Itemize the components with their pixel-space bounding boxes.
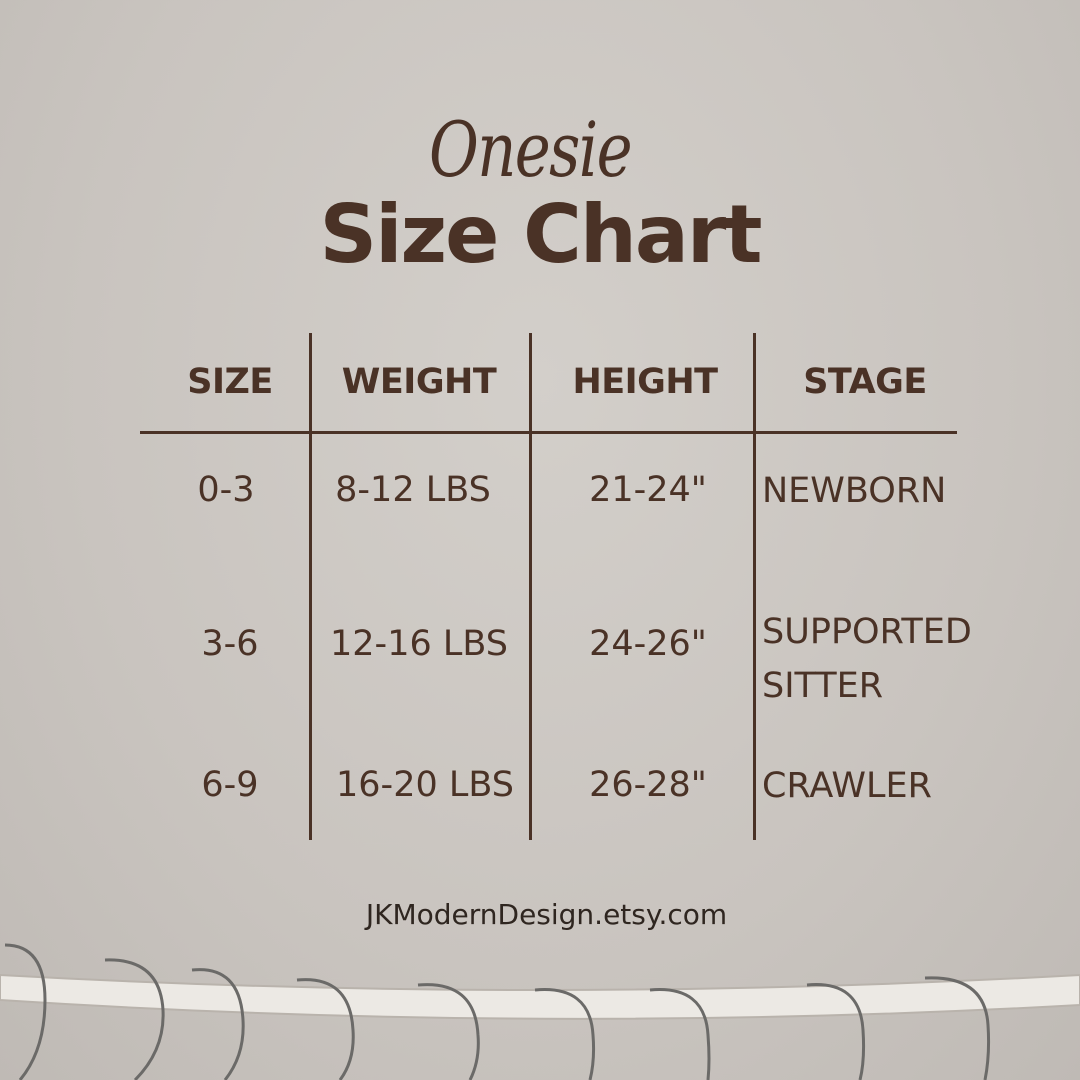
hanger-hooks [4,943,991,1080]
cell-stage: CRAWLER [762,766,932,806]
column-divider [309,333,312,840]
header-stage: STAGE [803,362,927,402]
cell-weight: 16-20 LBS [336,765,514,805]
cell-height: 21-24" [589,470,707,510]
cell-height: 26-28" [589,765,707,805]
header-weight: WEIGHT [341,362,497,402]
cell-height: 24-26" [589,624,707,664]
cell-size: 3-6 [201,624,259,664]
header-size: SIZE [187,362,273,402]
cell-weight: 12-16 LBS [330,624,508,664]
cell-stage-line1: SUPPORTED [762,612,972,652]
cell-size: 6-9 [201,765,259,805]
header-divider [140,431,957,434]
cell-weight: 8-12 LBS [335,470,491,510]
cell-stage-line2: SITTER [762,666,884,706]
script-title: Onesie [428,105,633,194]
shop-url: JKModernDesign.etsy.com [365,898,728,931]
column-divider [753,333,756,840]
cell-stage: NEWBORN [762,471,947,511]
page-title: Size Chart [319,188,762,281]
rack-rod [0,973,1080,1020]
cell-size: 0-3 [197,470,255,510]
column-divider [529,333,532,840]
header-height: HEIGHT [572,362,718,402]
